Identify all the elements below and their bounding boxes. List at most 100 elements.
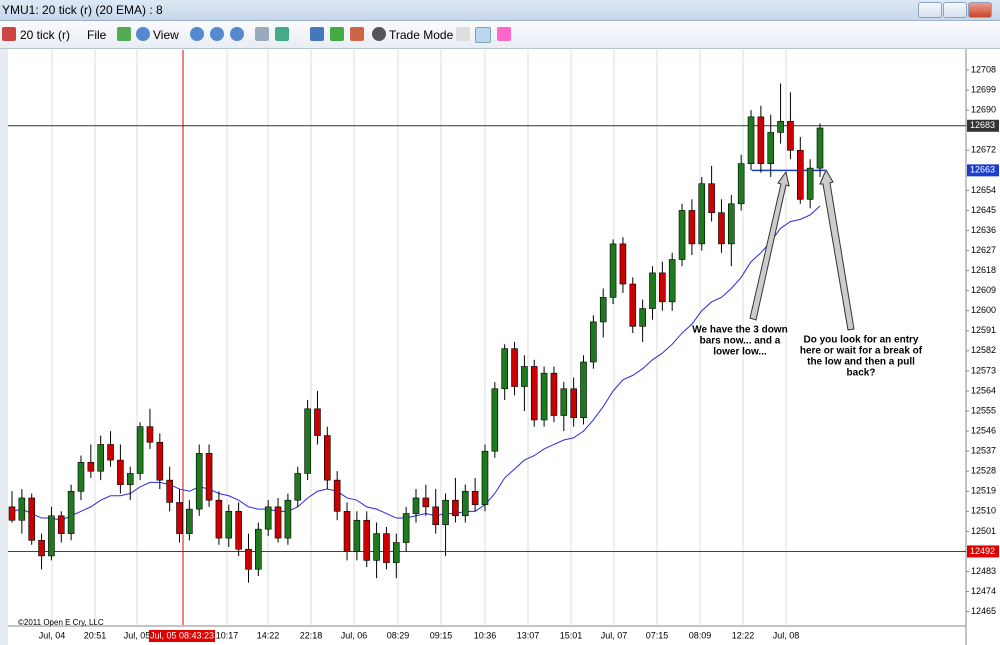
annotation: here or wait for a break of (800, 346, 923, 357)
x-tick-label: Jul, 08 (773, 630, 800, 640)
candle-body (186, 508, 193, 534)
candle-body (264, 506, 272, 530)
candle-body (77, 462, 85, 492)
candle-body (412, 497, 420, 514)
pointer-icon[interactable] (456, 27, 470, 41)
maximize-button[interactable] (943, 2, 967, 18)
annotation: the low and then a pull (807, 357, 915, 368)
search-icon[interactable] (136, 27, 150, 41)
crosshair-icon[interactable] (497, 27, 511, 41)
minimize-button[interactable] (918, 2, 942, 18)
y-tick-label: 12474 (971, 586, 996, 596)
pin-icon[interactable] (2, 27, 16, 41)
close-button[interactable] (968, 2, 992, 18)
reload-icon[interactable] (275, 27, 289, 41)
candle-body (176, 502, 183, 534)
candle-body (452, 499, 459, 517)
candle-body (146, 426, 154, 443)
zoom-out-icon[interactable] (210, 27, 224, 41)
candle-body (530, 366, 538, 421)
x-tick-label: 07:15 (646, 630, 669, 640)
candle-body (38, 540, 45, 557)
price-label-bg (967, 545, 999, 558)
tool-icon[interactable] (310, 27, 324, 41)
x-tick-label: Jul, 04 (39, 630, 66, 640)
zoom-icon[interactable] (230, 27, 244, 41)
drawing-toolbar (0, 49, 8, 645)
y-tick-label: 12654 (971, 185, 996, 195)
x-tick-label: 15:01 (560, 630, 583, 640)
candle-body (471, 490, 479, 505)
file-menu[interactable]: File (87, 28, 107, 42)
candle-body (28, 497, 36, 541)
candle-body (737, 163, 745, 205)
price-label-bg (967, 119, 999, 132)
tool-icon[interactable] (350, 27, 364, 41)
y-tick-label: 12636 (971, 225, 996, 235)
candle-body (609, 243, 617, 298)
candle-body (461, 490, 469, 517)
candle-body (708, 183, 715, 213)
refresh-icon[interactable] (117, 27, 131, 41)
candle-body (659, 272, 666, 303)
trade-mode-icon[interactable] (372, 27, 386, 41)
candle-body (698, 183, 706, 245)
x-tick-label: 13:07 (517, 630, 540, 640)
candle-body (383, 533, 390, 563)
candle-body (747, 116, 755, 164)
y-tick-label: 12609 (971, 285, 996, 295)
x-tick-label: 09:15 (430, 630, 453, 640)
y-tick-label: 12699 (971, 84, 996, 94)
candle-body (757, 116, 765, 164)
annotation: back? (847, 368, 876, 379)
trade-mode-button[interactable]: Trade Mode (389, 28, 454, 42)
y-tick-label: 12573 (971, 365, 996, 375)
candle-body (333, 479, 341, 512)
copyright: ©2011 Open E Cry, LLC (18, 618, 104, 627)
candle-body (402, 513, 410, 543)
x-tick-label: 20:51 (84, 630, 107, 640)
candle-body (304, 408, 311, 474)
candle-body (796, 149, 804, 200)
candle-body (117, 459, 124, 485)
annotation: bars now... and a (700, 336, 781, 347)
candle-body (67, 490, 75, 534)
interval-dropdown[interactable]: 20 tick (r) (20, 28, 71, 42)
candle-body (353, 519, 361, 552)
candle-body (107, 444, 114, 461)
candle-body (215, 499, 223, 539)
candle-body (767, 132, 775, 164)
crosshair-icon[interactable] (475, 27, 491, 43)
candle-body (166, 479, 173, 503)
candle-body (668, 259, 676, 303)
candle-body (373, 533, 380, 561)
candle-body (343, 511, 351, 552)
x-tick-label: Jul, 05 (124, 630, 151, 640)
x-tick-label: 08:09 (689, 630, 712, 640)
properties-icon[interactable] (255, 27, 269, 41)
tool-icon[interactable] (330, 27, 344, 41)
y-tick-label: 12708 (971, 64, 996, 74)
y-tick-label: 12465 (971, 606, 996, 616)
x-tick-label: Jul, 06 (341, 630, 368, 640)
annotation: lower low... (713, 347, 767, 358)
y-tick-label: 12555 (971, 405, 996, 415)
candle-body (688, 210, 696, 245)
annotation: Do you look for an entry (803, 335, 918, 346)
annotation-arrow (749, 170, 790, 321)
view-menu[interactable]: View (153, 28, 179, 42)
candle-body (560, 388, 568, 416)
candle-body (392, 542, 400, 563)
candle-body (48, 515, 55, 557)
annotation-arrow (819, 168, 855, 331)
zoom-in-icon[interactable] (190, 27, 204, 41)
y-tick-label: 12546 (971, 425, 996, 435)
candle-body (619, 243, 627, 285)
candle-body (274, 506, 282, 539)
candle-body (284, 499, 292, 539)
candle-body (363, 519, 371, 561)
y-tick-label: 12645 (971, 205, 996, 215)
price-label: 12663 (970, 165, 995, 175)
